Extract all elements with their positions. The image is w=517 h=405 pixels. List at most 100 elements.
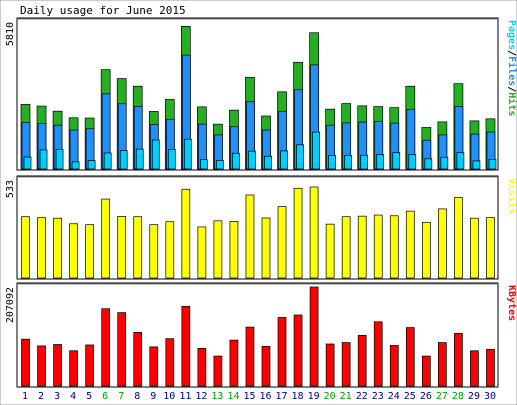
visits-bar	[69, 223, 78, 279]
x-tick-label: 3	[54, 391, 60, 402]
x-tick-label: 21	[340, 391, 352, 402]
pages-bar	[456, 152, 465, 170]
x-tick-label: 16	[259, 391, 271, 402]
kbytes-bar	[454, 333, 463, 387]
kbytes-bar	[293, 314, 303, 387]
pages-bar	[424, 158, 433, 170]
kbytes-bar	[325, 343, 335, 387]
visits-bar	[454, 197, 463, 279]
visits-bar	[421, 221, 431, 279]
visits-bar	[213, 220, 223, 279]
series-label-part: Files	[506, 56, 517, 86]
x-tick-label: 30	[484, 391, 496, 402]
visits-bar	[325, 223, 335, 279]
kbytes-bar	[117, 312, 127, 387]
pages-bar	[167, 149, 176, 170]
x-tick-label: 6	[102, 391, 108, 402]
visits-bar	[133, 216, 143, 279]
visits-bar	[309, 186, 319, 279]
series-label-part: Visits	[506, 178, 517, 214]
kbytes-bar	[486, 348, 495, 387]
kbytes-bar	[69, 350, 78, 387]
kbytes-bar	[229, 339, 239, 387]
x-tick-label: 9	[150, 391, 156, 402]
pages-bar	[103, 152, 112, 170]
visits-bar	[389, 215, 399, 279]
series-label-1: Visits	[506, 178, 517, 214]
kbytes-bar	[277, 317, 287, 387]
kbytes-bar	[341, 342, 351, 387]
x-tick-label: 1	[22, 391, 28, 402]
kbytes-bar	[149, 346, 159, 387]
y-max-label-2: 207092	[5, 287, 16, 323]
pages-bar	[151, 139, 160, 170]
pages-bar	[408, 154, 417, 170]
pages-bar	[119, 150, 128, 170]
kbytes-bar	[261, 346, 271, 387]
kbytes-bar	[213, 355, 223, 387]
kbytes-bar	[133, 332, 143, 387]
x-tick-label: 13	[211, 391, 223, 402]
visits-bar	[341, 216, 351, 279]
pages-bar	[328, 155, 336, 170]
x-tick-label: 28	[452, 391, 464, 402]
visits-bar	[293, 187, 303, 279]
visits-bar	[181, 188, 191, 279]
x-tick-label: 23	[372, 391, 384, 402]
visits-bar	[229, 220, 239, 279]
pages-bar	[216, 159, 224, 170]
y-max-label-1: 533	[5, 180, 16, 198]
kbytes-bar	[37, 345, 46, 387]
kbytes-bar	[373, 321, 383, 387]
series-label-part: Pages	[506, 20, 517, 50]
x-tick-label: 26	[420, 391, 432, 402]
x-tick-label: 18	[292, 391, 304, 402]
x-tick-label: 15	[243, 391, 255, 402]
kbytes-bar	[438, 342, 447, 387]
kbytes-bar	[53, 344, 62, 387]
pages-bar	[39, 149, 48, 170]
x-tick-label: 8	[134, 391, 140, 402]
pages-bar	[440, 156, 449, 170]
visits-bar	[197, 226, 207, 279]
pages-bar	[264, 155, 272, 170]
pages-bar	[55, 149, 64, 170]
series-label-part: Hits	[506, 92, 517, 116]
x-tick-label: 4	[70, 391, 76, 402]
x-tick-label: 12	[195, 391, 207, 402]
visits-bar	[85, 224, 94, 279]
visits-bar	[373, 214, 383, 279]
pages-bar	[280, 150, 288, 170]
kbytes-bar	[197, 347, 207, 387]
chart-title: Daily usage for June 2015	[20, 4, 186, 17]
x-tick-label: 17	[276, 391, 288, 402]
pages-bar	[392, 152, 401, 170]
y-max-label-0: 5810	[5, 22, 16, 46]
x-tick-label: 5	[86, 391, 92, 402]
x-tick-label: 10	[163, 391, 175, 402]
panel-frame-2	[16, 282, 499, 388]
pages-bar	[183, 138, 192, 170]
pages-bar	[488, 158, 497, 170]
pages-bar	[23, 156, 32, 170]
kbytes-bar	[85, 344, 94, 387]
visits-bar	[470, 217, 479, 279]
pages-bar	[360, 154, 369, 170]
x-tick-label: 11	[179, 391, 191, 402]
x-tick-label: 7	[118, 391, 124, 402]
visits-bar	[165, 221, 175, 279]
kbytes-bar	[421, 355, 431, 387]
x-tick-label: 14	[227, 391, 239, 402]
pages-bar	[248, 150, 256, 170]
visits-bar	[486, 217, 495, 279]
visits-bar	[438, 208, 447, 279]
kbytes-bar	[181, 305, 191, 387]
pages-bar	[312, 131, 320, 170]
kbytes-bar	[165, 338, 175, 387]
pages-bar	[200, 159, 208, 170]
kbytes-bar	[245, 326, 255, 387]
visits-bar	[53, 217, 62, 279]
kbytes-bar	[357, 334, 367, 387]
